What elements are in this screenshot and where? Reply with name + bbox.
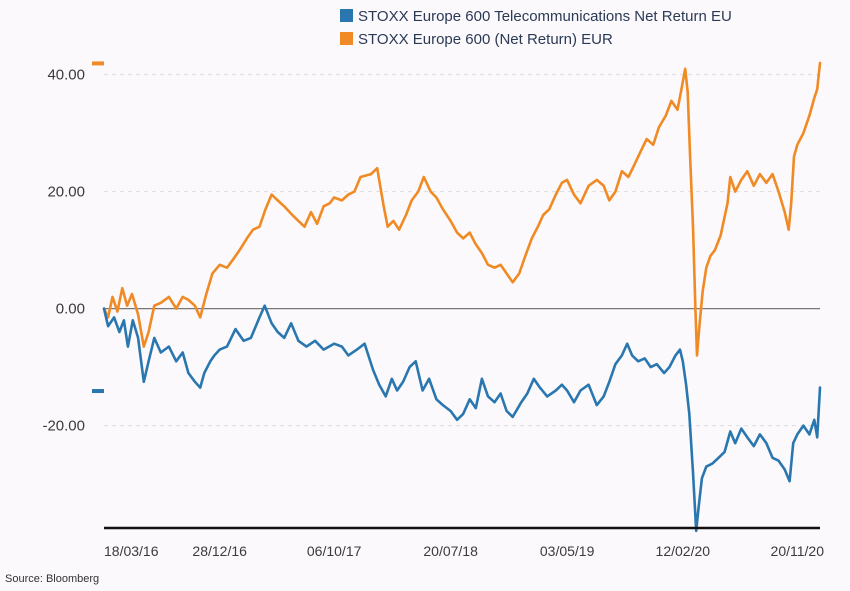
y-tick-label: 0.00: [56, 301, 85, 318]
source-note: Source: Bloomberg: [5, 573, 99, 585]
legend-label-telecom: STOXX Europe 600 Telecommunications Net …: [358, 8, 732, 25]
grid-lines: [104, 74, 820, 427]
x-tick-label: 03/05/19: [540, 543, 595, 559]
axis-marker-telecom: [92, 389, 104, 394]
y-tick-label: -20.00: [42, 418, 85, 435]
x-axis-ticks: 18/03/16 28/12/16 06/10/17 20/07/18 03/05/19…: [104, 543, 824, 559]
axis-marker-stoxx600: [92, 61, 104, 66]
y-tick-label: 40.00: [47, 67, 85, 84]
series-line-stoxx600: [102, 61, 822, 357]
x-tick-label: 20/11/20: [771, 543, 825, 559]
legend-label-stoxx600: STOXX Europe 600 (Net Return) EUR: [358, 31, 613, 48]
x-tick-label: 18/03/16: [104, 543, 159, 559]
legend-swatch-stoxx600: [340, 32, 353, 45]
x-tick-label: 28/12/16: [192, 543, 247, 559]
legend-swatch-telecom: [340, 9, 353, 22]
x-tick-label: 20/07/18: [423, 543, 478, 559]
x-tick-label: 12/02/20: [656, 543, 711, 559]
x-tick-label: 06/10/17: [307, 543, 362, 559]
legend: STOXX Europe 600 Telecommunications Net …: [340, 8, 732, 48]
series-line-telecom: [102, 304, 822, 533]
y-axis-ticks: 40.00 20.00 0.00 -20.00: [42, 67, 85, 435]
series-lines: [92, 61, 822, 533]
y-tick-label: 20.00: [47, 184, 85, 201]
